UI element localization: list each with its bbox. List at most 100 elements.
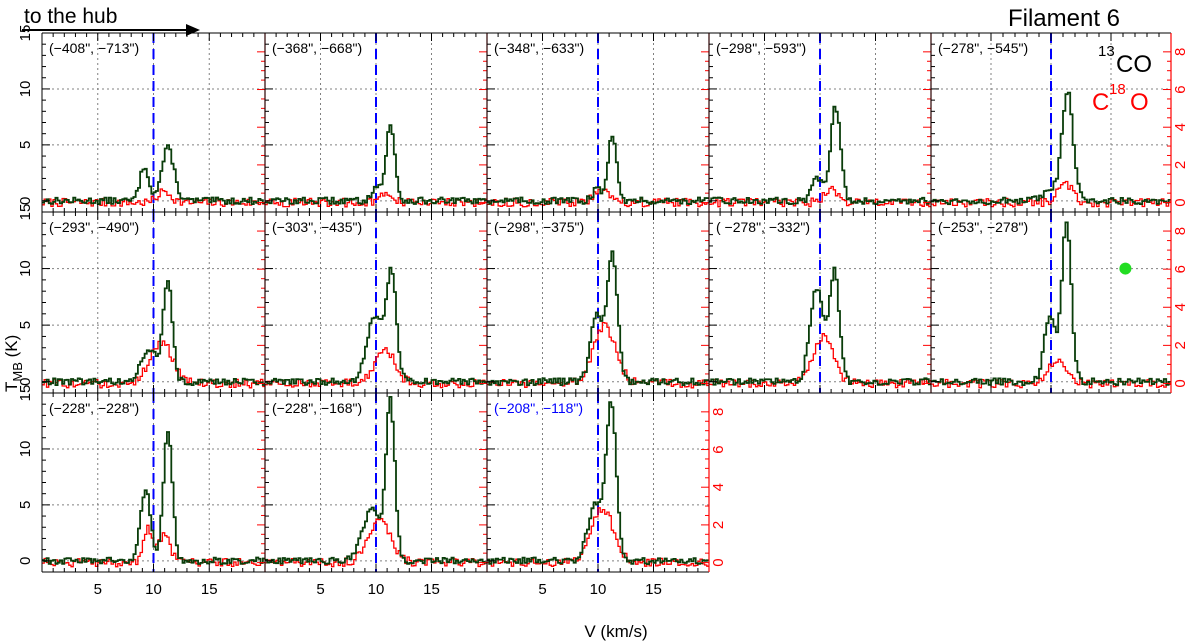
- y-right-tick-label: 8: [1172, 48, 1189, 56]
- y-axis-title-main: T: [2, 382, 21, 392]
- panel-position-label: (−368", −668"): [272, 40, 362, 56]
- spectrum-panel: ( −278", −332"): [708, 211, 932, 394]
- y-right-tick-label: 8: [1172, 227, 1189, 235]
- panel-position-label: (−228", −168"): [272, 400, 362, 416]
- y-right-tick-label: 0: [1172, 198, 1189, 206]
- c18o-spectrum-line: [487, 507, 709, 567]
- co13-spectrum-line: [931, 91, 1171, 206]
- y-left-tick-label: 10: [17, 260, 34, 277]
- y-left-tick-label: 0: [17, 378, 34, 386]
- panel-position-label: (−348", −633"): [494, 40, 584, 56]
- y-left-tick-label: 0: [17, 197, 34, 205]
- spectrum-panel: (−298", −375"): [486, 211, 710, 394]
- y-left-tick-label: 0: [17, 557, 34, 565]
- position-marker: [1119, 262, 1132, 275]
- panel-plot-area: [265, 393, 487, 572]
- panel-plot-area: [931, 33, 1171, 212]
- x-axis-title: V (km/s): [584, 622, 647, 641]
- y-axis-title-sub: MB: [10, 362, 25, 382]
- y-right-tick-label: 0: [710, 558, 727, 566]
- panel-position-label: (−408", −713"): [49, 40, 139, 56]
- panel-position-label: (−228", −228"): [49, 400, 139, 416]
- spectrum-panel: (−408", −713") 0 5 10 15: [17, 25, 266, 213]
- legend-co13-sup: 13: [1098, 43, 1115, 60]
- panel-position-label: (−253", −278"): [938, 219, 1028, 235]
- panel-plot-area: [487, 33, 709, 212]
- co13-spectrum-line: [265, 396, 487, 565]
- x-tick-label: 15: [201, 581, 218, 598]
- panel-position-label: (−208", −118"): [494, 400, 583, 416]
- y-left-tick-label: 5: [17, 321, 34, 329]
- panel-position-label: ( −278", −332"): [716, 219, 810, 235]
- y-axis-title: TMB (K): [2, 335, 25, 392]
- y-right-tick-label: 4: [1172, 123, 1189, 131]
- co13-spectrum-line: [265, 266, 487, 386]
- spectrum-panel: (−348", −633"): [486, 32, 710, 213]
- y-right-tick-label: 6: [710, 445, 727, 453]
- y-left-tick-label: 15: [17, 385, 34, 402]
- hub-arrow-label: to the hub: [24, 5, 117, 28]
- spectrum-panel: (−253", −278") 0 2 4 6 8: [930, 211, 1189, 394]
- spectrum-panel: (−298", −593"): [708, 32, 932, 213]
- panels-layer: (−408", −713") 0 5 10 15 (−368", −668") (−348"…: [17, 25, 1189, 598]
- panel-plot-area: [487, 212, 709, 393]
- legend-c18o-sup: 18: [1109, 81, 1126, 98]
- panel-plot-area: [265, 33, 487, 212]
- x-tick-label: 10: [590, 581, 607, 598]
- legend: 13 CO C 18 O: [1092, 43, 1152, 116]
- co13-spectrum-line: [42, 144, 265, 205]
- co13-spectrum-line: [709, 105, 931, 205]
- y-right-tick-label: 8: [710, 408, 727, 416]
- y-right-tick-label: 2: [1172, 161, 1189, 169]
- y-right-tick-label: 0: [1172, 379, 1189, 387]
- y-axis-title-unit: (K): [2, 335, 21, 362]
- legend-c18o-post: O: [1130, 89, 1149, 116]
- panel-plot-area: [42, 212, 265, 393]
- c18o-spectrum-line: [265, 191, 487, 208]
- panel-plot-area: [931, 212, 1171, 393]
- spectrum-panel: (−228", −228") 0 5 10 15 5 10 15: [17, 385, 266, 598]
- spectrum-panel: (−368", −668"): [264, 32, 488, 213]
- panel-position-label: (−298", −375"): [494, 219, 584, 235]
- panel-position-label: (−293", −490"): [49, 219, 139, 235]
- y-right-tick-label: 6: [1172, 85, 1189, 93]
- y-left-tick-label: 10: [17, 441, 34, 458]
- y-right-tick-label: 2: [710, 521, 727, 529]
- x-tick-label: 5: [316, 581, 324, 598]
- x-tick-label: 10: [145, 581, 162, 598]
- x-tick-label: 15: [423, 581, 440, 598]
- y-left-tick-label: 10: [17, 81, 34, 98]
- y-right-tick-label: 4: [710, 483, 727, 491]
- co13-spectrum-line: [265, 124, 487, 205]
- y-right-tick-label: 4: [1172, 303, 1189, 311]
- co13-spectrum-line: [42, 431, 265, 565]
- panel-position-label: (−303", −435"): [272, 219, 362, 235]
- spectrum-panel: (−303", −435"): [264, 211, 488, 394]
- panel-plot-area: [709, 212, 931, 393]
- y-left-tick-label: 5: [17, 141, 34, 149]
- panel-plot-area: [42, 393, 265, 572]
- x-tick-label: 5: [538, 581, 546, 598]
- x-tick-label: 15: [645, 581, 662, 598]
- y-right-tick-label: 6: [1172, 265, 1189, 273]
- panel-plot-area: [265, 212, 487, 393]
- co13-spectrum-line: [487, 135, 709, 205]
- y-left-tick-label: 15: [17, 204, 34, 221]
- y-left-tick-label: 5: [17, 501, 34, 509]
- y-right-tick-label: 2: [1172, 341, 1189, 349]
- panel-position-label: (−278", −545"): [938, 40, 1028, 56]
- co13-spectrum-line: [709, 266, 931, 386]
- co13-spectrum-line: [42, 280, 265, 386]
- panel-plot-area: [42, 33, 265, 212]
- panel-position-label: (−298", −593"): [716, 40, 806, 56]
- spectrum-panel: (−208", −118") 0 2 4 6 8 5 10 15: [486, 392, 727, 598]
- x-tick-label: 5: [94, 581, 102, 598]
- legend-co13-main: CO: [1116, 51, 1152, 78]
- y-left-tick-label: 15: [17, 25, 34, 42]
- legend-c18o-pre: C: [1092, 89, 1109, 116]
- figure-title: Filament 6: [1008, 5, 1120, 32]
- c18o-spectrum-line: [487, 321, 709, 389]
- co13-spectrum-line: [487, 401, 709, 565]
- spectrum-panel: (−228", −168") 5 10 15: [264, 392, 488, 598]
